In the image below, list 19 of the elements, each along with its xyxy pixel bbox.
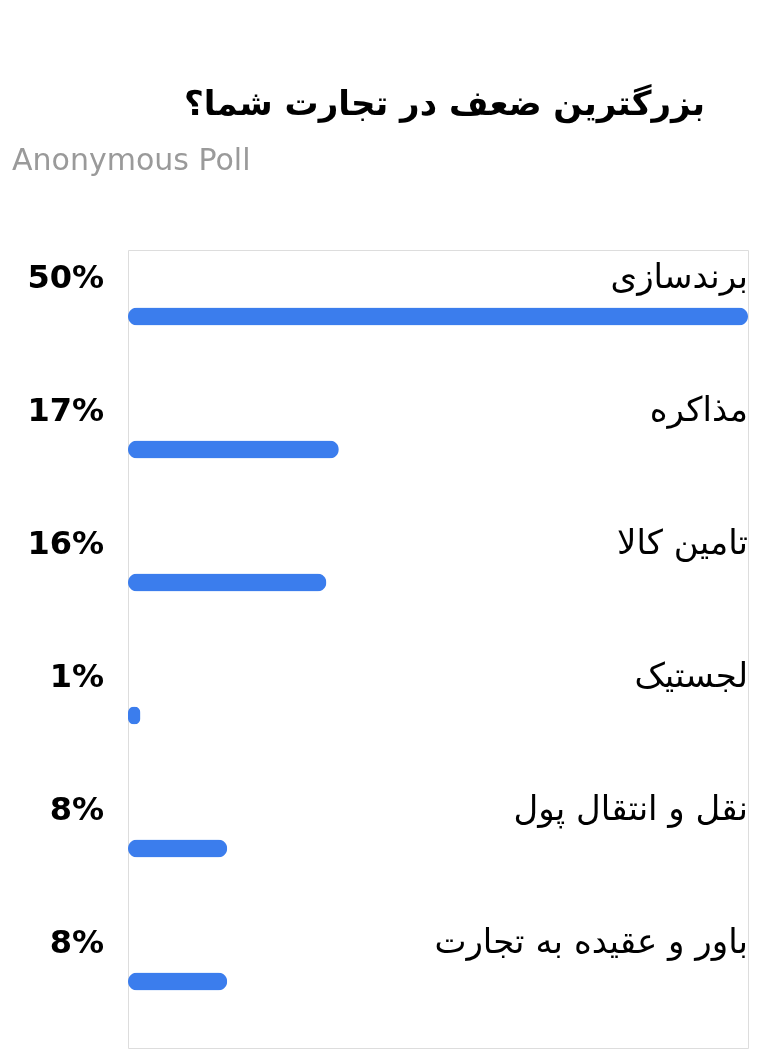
bar xyxy=(128,972,228,991)
y-tick-label: مذاکره xyxy=(649,388,748,430)
data-label: 1% xyxy=(49,656,104,695)
data-label: 8% xyxy=(49,922,104,961)
data-label: 50% xyxy=(27,257,104,296)
bar xyxy=(128,573,327,592)
y-tick-label: لجستیک xyxy=(634,654,748,695)
chart-subtitle: Anonymous Poll xyxy=(12,142,251,177)
bar xyxy=(128,839,228,858)
data-label: 16% xyxy=(27,523,104,562)
y-tick-label: برندسازی xyxy=(610,255,748,297)
chart-title: بزرگترین ضعف در تجارت شما؟ xyxy=(183,83,705,124)
y-tick-label: باور و عقیده به تجارت xyxy=(434,920,748,962)
y-tick-label: تامین کالا xyxy=(617,521,748,563)
bar xyxy=(128,307,748,326)
data-label: 17% xyxy=(27,390,104,429)
data-label: 8% xyxy=(49,789,104,828)
y-tick-label: نقل و انتقال پول xyxy=(513,787,748,829)
bar xyxy=(128,440,339,459)
